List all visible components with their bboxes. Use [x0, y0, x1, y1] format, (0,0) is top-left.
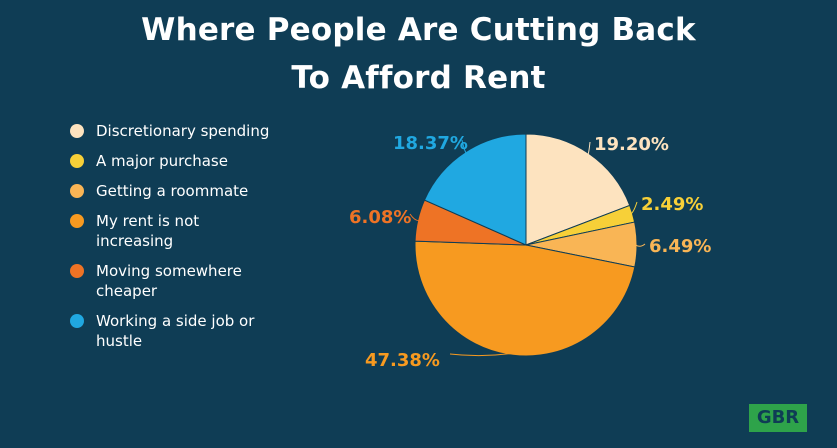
legend-label: Working a side job or hustle — [96, 312, 255, 350]
leader-line — [409, 213, 420, 222]
leader-line — [634, 243, 646, 247]
legend-item: A major purchase — [70, 151, 271, 171]
legend-item: Moving somewhere cheaper — [70, 261, 271, 301]
legend-label: Getting a roommate — [96, 182, 249, 200]
legend-item: My rent is not increasing — [70, 211, 271, 251]
legend-label: My rent is not increasing — [96, 212, 200, 250]
legend-swatch — [70, 154, 84, 168]
legend-swatch — [70, 214, 84, 228]
chart-title: Where People Are Cutting Back To Afford … — [0, 6, 837, 102]
legend-swatch — [70, 264, 84, 278]
legend-label: Discretionary spending — [96, 122, 270, 140]
gbr-logo: GBR — [749, 404, 807, 432]
legend-label: Moving somewhere cheaper — [96, 262, 242, 300]
leader-line — [449, 352, 514, 357]
slice-value-label: 47.38% — [365, 350, 440, 371]
legend-label: A major purchase — [96, 152, 228, 170]
legend-swatch — [70, 184, 84, 198]
slice-value-label: 18.37% — [393, 133, 468, 154]
pie-slice — [525, 133, 631, 246]
slice-value-label: 2.49% — [641, 194, 703, 215]
leader-line — [630, 201, 638, 215]
legend-item: Getting a roommate — [70, 181, 271, 201]
legend: Discretionary spending A major purchase Ge… — [70, 121, 310, 361]
slice-value-label: 19.20% — [594, 134, 669, 155]
legend-item: Working a side job or hustle — [70, 311, 271, 351]
legend-item: Discretionary spending — [70, 121, 271, 141]
leader-line — [461, 139, 467, 154]
slice-value-label: 6.08% — [349, 207, 411, 228]
pie-slice — [414, 240, 636, 357]
legend-swatch — [70, 124, 84, 138]
legend-swatch — [70, 314, 84, 328]
chart-title-line-1: Where People Are Cutting Back — [141, 12, 696, 48]
slice-value-label: 6.49% — [649, 236, 711, 257]
leader-line — [587, 141, 591, 156]
chart-title-line-2: To Afford Rent — [291, 60, 546, 96]
